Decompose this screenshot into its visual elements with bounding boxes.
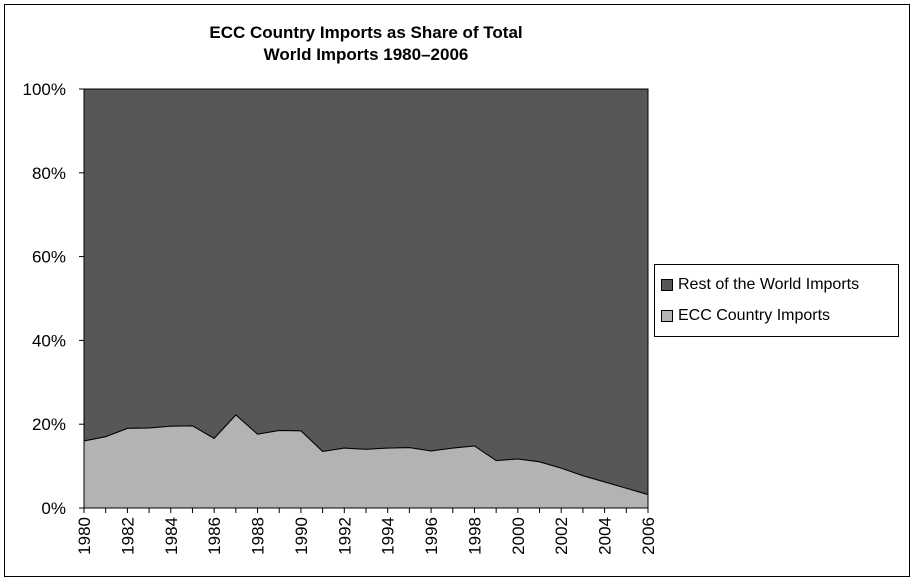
y-tick-label: 0% (41, 499, 66, 518)
x-tick-label: 1982 (118, 517, 137, 555)
x-tick-label: 2000 (509, 517, 528, 555)
x-tick-label: 1988 (249, 517, 268, 555)
y-tick-label: 100% (23, 80, 66, 99)
legend-label-ecc: ECC Country Imports (678, 307, 831, 324)
area-ecc-country-imports (83, 414, 649, 509)
x-tick-label: 2002 (552, 517, 571, 555)
x-tick-label: 1980 (75, 517, 94, 555)
y-tick-label: 60% (32, 248, 66, 267)
x-tick-label: 1990 (292, 517, 311, 555)
x-tick-label: 1998 (465, 517, 484, 555)
x-tick-label: 1994 (379, 517, 398, 555)
chart-title-line-2: World Imports 1980–2006 (263, 45, 469, 64)
x-tick-label: 2004 (596, 517, 615, 555)
legend: Rest of the World Imports ECC Country Im… (654, 264, 899, 337)
legend-item-ecc: ECC Country Imports (661, 305, 830, 327)
y-tick-label: 40% (32, 331, 66, 350)
chart-title-line-1: ECC Country Imports as Share of Total (209, 23, 523, 42)
y-tick-label: 20% (32, 415, 66, 434)
legend-label-rest-of-world: Rest of the World Imports (678, 276, 860, 293)
legend-swatch-ecc (661, 310, 673, 322)
legend-swatch-rest-of-world (661, 279, 673, 291)
legend-item-rest-of-world: Rest of the World Imports (661, 274, 859, 296)
x-tick-label: 1996 (422, 517, 441, 555)
x-tick-label: 2006 (639, 517, 658, 555)
x-tick-label: 1992 (335, 517, 354, 555)
x-tick-label: 1984 (162, 517, 181, 555)
y-tick-label: 80% (32, 164, 66, 183)
x-tick-label: 1986 (205, 517, 224, 555)
